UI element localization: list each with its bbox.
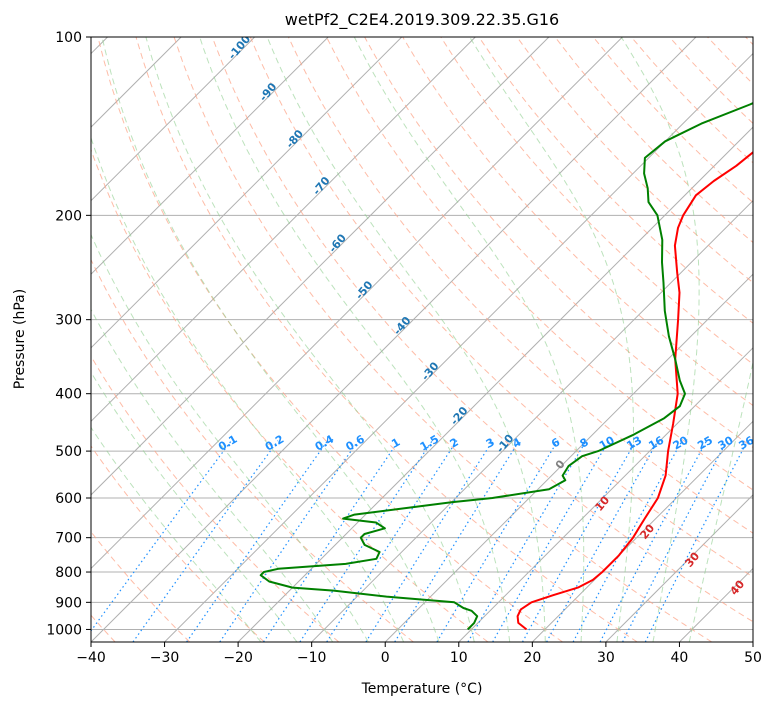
mixing-ratio-line [467,440,587,642]
isotherm-line [91,37,623,570]
mixing-ratio-label: 36 [736,433,756,452]
dry-adiabat-line [97,37,563,642]
x-tick-label: 20 [523,650,541,666]
y-tick-label: 200 [55,208,82,224]
dry-adiabat-line [91,445,265,642]
x-tick-label: 10 [450,650,468,666]
isotherm-line [91,37,256,202]
y-tick-label: 1000 [46,622,82,638]
y-tick-label: 800 [55,565,82,581]
y-tick-label: 700 [55,531,82,547]
moist-adiabat-line [91,371,298,642]
plot-frame [90,36,754,643]
mixing-ratio-line [132,440,279,642]
isobar-grid [91,37,753,630]
moist-adiabat-line [91,233,369,642]
moist-adiabat-line [91,136,405,642]
mixing-ratio-line [186,440,329,642]
x-tick-label: 50 [744,650,762,666]
mixing-ratio-line [521,440,637,642]
dewpoint-trace [259,102,753,631]
isotherm-line [91,37,550,496]
y-tick-label: 600 [55,491,82,507]
isotherm-line [164,52,753,642]
y-tick-label: 400 [55,387,82,403]
moist-adiabat-line [266,37,546,642]
axes: −40 −30 −20 −10 0 10 20 30 40 50 1000 900 800 700 600 5… [46,30,762,666]
mixing-ratio-line [299,440,433,642]
x-tick-label: −30 [150,650,180,666]
mixing-ratio-line [365,440,494,642]
mixing-ratio-line [546,440,659,642]
y-tick-label: 900 [55,595,82,611]
isotherm-line [237,126,753,642]
mixing-ratio-lines [91,440,749,642]
moist-adiabat-line [145,37,475,642]
y-axis-label: Pressure (hPa) [12,289,28,389]
x-tick-label: −10 [297,650,327,666]
y-tick-label: 300 [55,313,82,329]
dry-adiabat-line [135,37,638,642]
isotherm-line [458,347,753,642]
sounding-traces [259,102,753,631]
isotherm-line [91,37,697,642]
dry-adiabat-line [249,37,753,578]
x-tick-label: −40 [76,650,106,666]
moist-adiabat-line [620,37,700,642]
isotherm-line [384,273,753,642]
x-tick-label: 0 [381,650,390,666]
mixing-ratio-line [436,440,559,642]
chart-title: wetPf2_C2E4.2019.309.22.35.G16 [285,10,559,30]
isotherm-line [91,37,476,423]
x-tick-label: −20 [223,650,253,666]
x-tick-label: 30 [597,650,615,666]
mixing-ratio-line [599,440,708,642]
dry-adiabat-line [287,37,753,534]
mixing-ratio-line [492,440,610,642]
plot-area: -100-90-80-70-60-50-40-30-20-100.1 0.2 0.4… [91,37,756,642]
dry-adiabat-line [326,37,753,491]
mixing-ratio-line [572,440,683,642]
moist-adiabat-line [688,360,753,642]
moist-adiabat-line [353,37,585,642]
isotherm-line [91,37,403,349]
y-tick-label: 500 [55,444,82,460]
temperature-trace [516,151,753,631]
isotherm-line [605,494,753,642]
moist-adiabat-line [199,37,511,642]
dry-adiabat-line [91,258,414,642]
x-axis-label: Temperature (°C) [361,681,483,697]
dry-adiabat-line [173,37,713,642]
mixing-ratio-line [644,440,749,642]
mixing-ratio-line [394,440,520,642]
moist-adiabat-line [91,426,262,642]
dry-adiabat-line [211,37,753,623]
y-tick-label: 100 [55,30,82,46]
x-tick-label: 40 [671,650,689,666]
mixing-ratio-line [622,440,728,642]
isotherm-line [531,420,753,642]
isotherm-line [91,37,329,275]
